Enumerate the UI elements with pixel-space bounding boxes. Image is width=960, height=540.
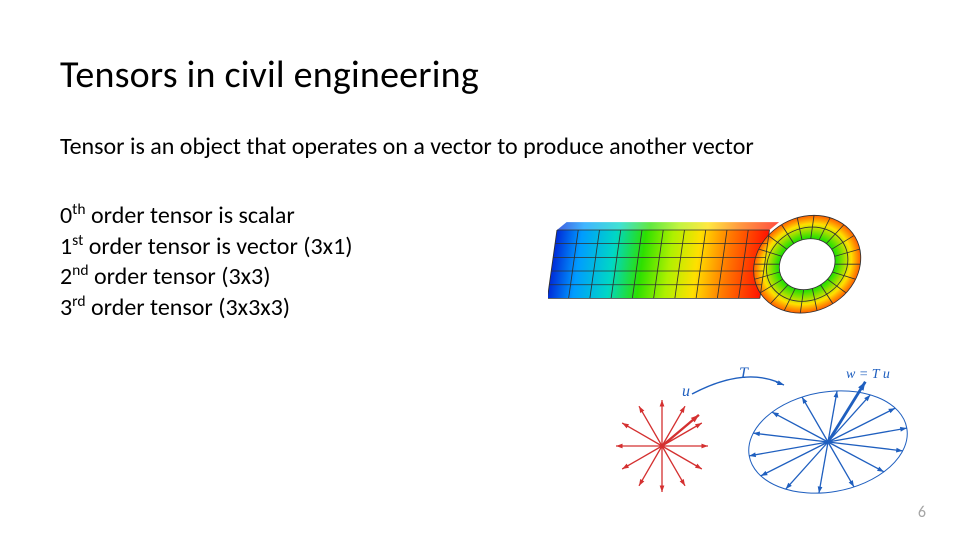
fea-mesh-figure [548,210,888,320]
page-number: 6 [918,503,926,522]
svg-text:u: u [682,383,690,400]
slide-subtitle: Tensor is an object that operates on a v… [60,132,900,161]
vector-transform-figure: u Tw = T u [600,352,920,502]
slide-title: Tensors in civil engineering [60,52,900,98]
svg-text:w = T u: w = T u [846,367,890,382]
tensor-order-list: 0th order tensor is scalar 1st order ten… [60,201,520,324]
tensor-line-3: 3rd order tensor (3x3x3) [60,293,520,324]
tensor-line-1: 1st order tensor is vector (3x1) [60,232,520,263]
svg-text:T: T [739,365,749,382]
tensor-line-0: 0th order tensor is scalar [60,201,520,232]
tensor-line-2: 2nd order tensor (3x3) [60,262,520,293]
